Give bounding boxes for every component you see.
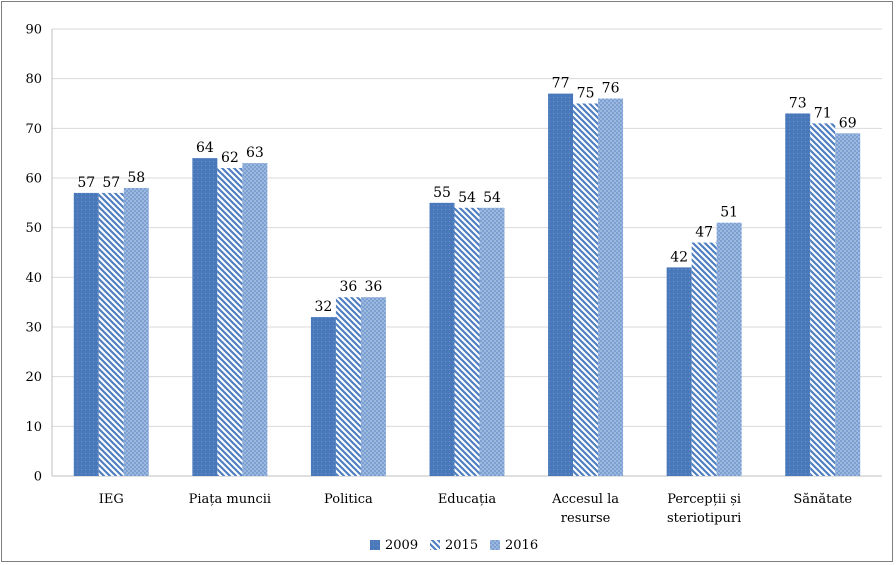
- data-label: 57: [77, 175, 95, 191]
- bar-2009-0: [73, 192, 99, 476]
- bar-2009-6: [785, 113, 811, 476]
- axes: 0 10 20 30 40 50 60 70 80 90: [25, 23, 882, 485]
- category-label: Percepții și: [667, 492, 741, 507]
- category-label: Educația: [438, 492, 497, 507]
- grid-lines: [52, 28, 882, 427]
- bar-2009-5: [666, 267, 692, 476]
- data-label: 73: [789, 95, 807, 111]
- data-label: 32: [315, 299, 333, 315]
- legend-swatch-2015: [430, 540, 440, 550]
- data-label: 55: [433, 185, 451, 201]
- bar-2016-3: [479, 207, 505, 477]
- bars: [73, 93, 861, 477]
- category-label: Politica: [324, 492, 373, 507]
- legend-label: 2015: [445, 538, 478, 553]
- bar-2009-2: [310, 317, 336, 476]
- bar-2015-0: [98, 192, 124, 476]
- legend-swatch-2009: [370, 540, 380, 550]
- data-label: 64: [196, 140, 214, 156]
- y-tick-label: 30: [25, 321, 42, 336]
- category-label: steriotipuri: [667, 511, 741, 526]
- data-label: 63: [246, 145, 264, 161]
- y-tick-label: 90: [25, 23, 42, 38]
- category-label: Accesul la: [551, 492, 619, 507]
- bar-2009-3: [429, 202, 455, 477]
- legend-label: 2009: [385, 538, 418, 553]
- bar-2016-6: [835, 133, 861, 477]
- data-label: 69: [839, 115, 857, 131]
- data-label: 58: [127, 170, 145, 186]
- y-tick-label: 10: [25, 420, 42, 435]
- y-tick-label: 80: [25, 72, 42, 87]
- y-tick-label: 40: [25, 271, 42, 286]
- bar-2015-3: [454, 207, 480, 477]
- bar-2016-2: [360, 297, 386, 476]
- legend: 2009 2015 2016: [370, 538, 538, 553]
- data-label: 51: [720, 205, 738, 221]
- legend-label: 2016: [505, 538, 538, 553]
- data-label: 54: [458, 190, 476, 206]
- category-label: resurse: [561, 511, 611, 526]
- category-label: IEG: [99, 492, 124, 507]
- category-label: Piața muncii: [189, 492, 271, 507]
- legend-swatch-2016: [490, 540, 500, 550]
- bar-2016-4: [598, 98, 624, 477]
- bar-2015-2: [335, 297, 361, 476]
- bar-2016-5: [716, 222, 742, 476]
- data-label: 54: [483, 190, 501, 206]
- category-label: Sănătate: [793, 492, 852, 507]
- bar-2016-0: [123, 187, 149, 476]
- y-tick-label: 20: [25, 370, 42, 385]
- data-label: 76: [602, 81, 620, 97]
- data-label: 77: [552, 76, 570, 92]
- bar-2009-1: [192, 158, 218, 476]
- y-tick-label: 0: [34, 470, 42, 485]
- data-label: 71: [814, 105, 832, 121]
- data-label: 42: [670, 249, 688, 265]
- bar-2015-1: [217, 168, 243, 477]
- bar-2015-6: [810, 123, 836, 476]
- data-label: 57: [102, 175, 120, 191]
- data-label: 62: [221, 150, 239, 166]
- bar-2015-4: [573, 103, 599, 476]
- bar-2009-4: [548, 93, 574, 477]
- data-labels: 57 57 58 64 62 63 32 36 36 55 54 54 77 75 76 42 47 51 73 71…: [77, 76, 856, 316]
- data-label: 36: [340, 279, 358, 295]
- category-labels: IEG Piața muncii Politica Educația Accesul l…: [99, 492, 853, 526]
- y-tick-label: 50: [25, 221, 42, 236]
- data-label: 47: [695, 225, 713, 241]
- y-tick-label: 70: [25, 122, 42, 137]
- bar-2015-5: [691, 242, 717, 476]
- bar-2016-1: [242, 163, 268, 476]
- data-label: 75: [577, 86, 595, 102]
- y-tick-label: 60: [25, 172, 42, 187]
- data-label: 36: [365, 279, 383, 295]
